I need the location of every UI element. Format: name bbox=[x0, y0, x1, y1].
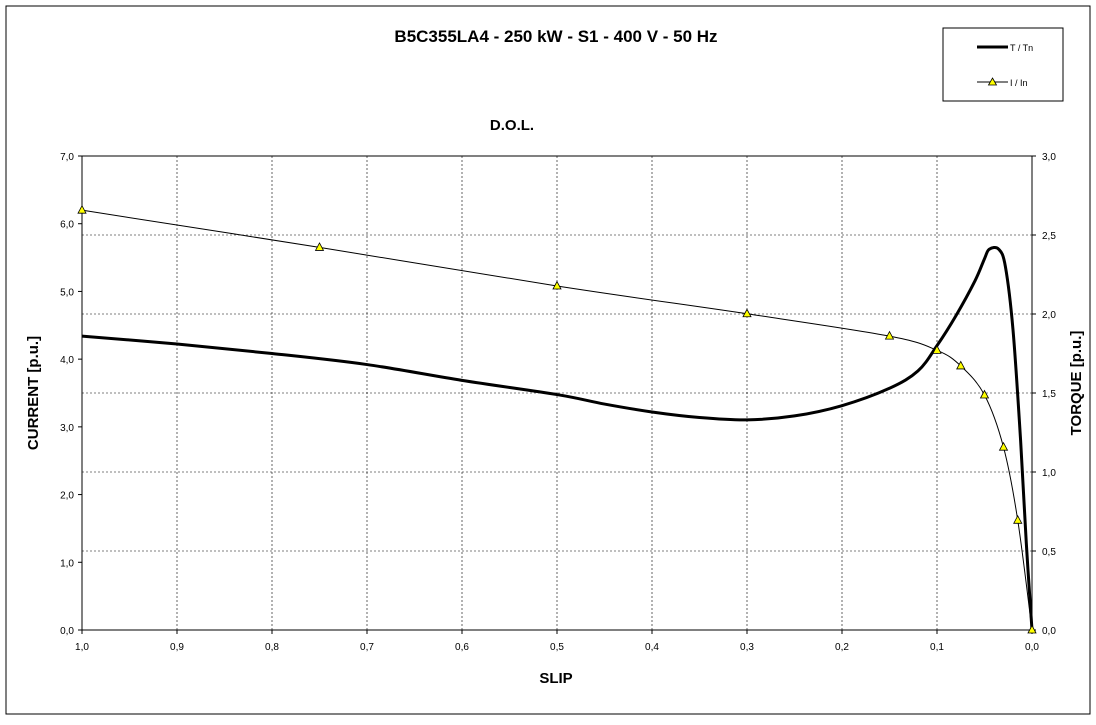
x-tick-label: 0,1 bbox=[930, 642, 944, 653]
x-tick-label: 0,3 bbox=[740, 642, 754, 653]
current-series-line bbox=[81, 209, 1033, 631]
current-point-marker bbox=[979, 389, 990, 399]
legend-current-marker bbox=[987, 77, 998, 86]
right-tick-label: 2,0 bbox=[1042, 310, 1056, 321]
legend: T / Tn I / In bbox=[942, 27, 1064, 102]
chart-area-border bbox=[5, 5, 1091, 715]
chart-title: B5C355LA4 - 250 kW - S1 - 400 V - 50 Hz bbox=[394, 27, 717, 46]
chart-subtitle: D.O.L. bbox=[490, 117, 534, 134]
current-point-marker bbox=[552, 280, 562, 290]
legend-current-label: I / In bbox=[1010, 78, 1028, 88]
left-tick-label: 5,0 bbox=[60, 287, 74, 298]
current-point-marker bbox=[932, 344, 942, 354]
current-point-marker bbox=[742, 308, 752, 318]
left-tick-label: 7,0 bbox=[60, 152, 74, 163]
x-tick-label: 0,9 bbox=[170, 642, 184, 653]
x-tick-label: 0,8 bbox=[265, 642, 279, 653]
current-point-marker bbox=[998, 441, 1009, 451]
current-point-marker bbox=[1027, 624, 1037, 634]
x-tick-label: 0,6 bbox=[455, 642, 469, 653]
x-tick-label: 1,0 bbox=[75, 642, 89, 653]
right-tick-label: 1,5 bbox=[1042, 389, 1056, 400]
left-tick-label: 0,0 bbox=[60, 626, 74, 637]
legend-torque-label: T / Tn bbox=[1010, 43, 1033, 53]
left-tick-label: 2,0 bbox=[60, 491, 74, 502]
left-tick-label: 1,0 bbox=[60, 558, 74, 569]
right-axis-ticks: 0,0 0,5 1,0 1,5 2,0 2,5 3,0 bbox=[1032, 152, 1056, 637]
right-tick-label: 0,0 bbox=[1042, 626, 1056, 637]
right-axis-label: TORQUE [p.u.] bbox=[1068, 331, 1085, 436]
right-tick-label: 3,0 bbox=[1042, 152, 1056, 163]
x-tick-label: 0,0 bbox=[1025, 642, 1039, 653]
left-tick-label: 4,0 bbox=[60, 355, 74, 366]
current-point-marker bbox=[956, 360, 966, 370]
x-tick-label: 0,4 bbox=[645, 642, 659, 653]
legend-box bbox=[942, 27, 1064, 102]
left-axis-label: CURRENT [p.u.] bbox=[25, 336, 42, 450]
torque-series-line bbox=[81, 246, 1034, 631]
current-point-marker bbox=[314, 242, 325, 251]
x-tick-label: 0,2 bbox=[835, 642, 849, 653]
current-point-marker bbox=[1013, 514, 1023, 524]
series-layer bbox=[77, 204, 1037, 634]
grid bbox=[82, 156, 1032, 630]
current-point-marker bbox=[77, 204, 87, 214]
left-tick-label: 3,0 bbox=[60, 423, 74, 434]
right-tick-label: 1,0 bbox=[1042, 468, 1056, 479]
x-tick-label: 0,7 bbox=[360, 642, 374, 653]
x-axis-label: SLIP bbox=[539, 670, 572, 687]
left-tick-label: 6,0 bbox=[60, 220, 74, 231]
left-axis-ticks: 0,0 1,0 2,0 3,0 4,0 5,0 6,0 7,0 bbox=[60, 152, 82, 637]
current-point-marker bbox=[884, 330, 895, 340]
right-tick-label: 2,5 bbox=[1042, 231, 1056, 242]
right-tick-label: 0,5 bbox=[1042, 547, 1056, 558]
x-tick-label: 0,5 bbox=[550, 642, 564, 653]
